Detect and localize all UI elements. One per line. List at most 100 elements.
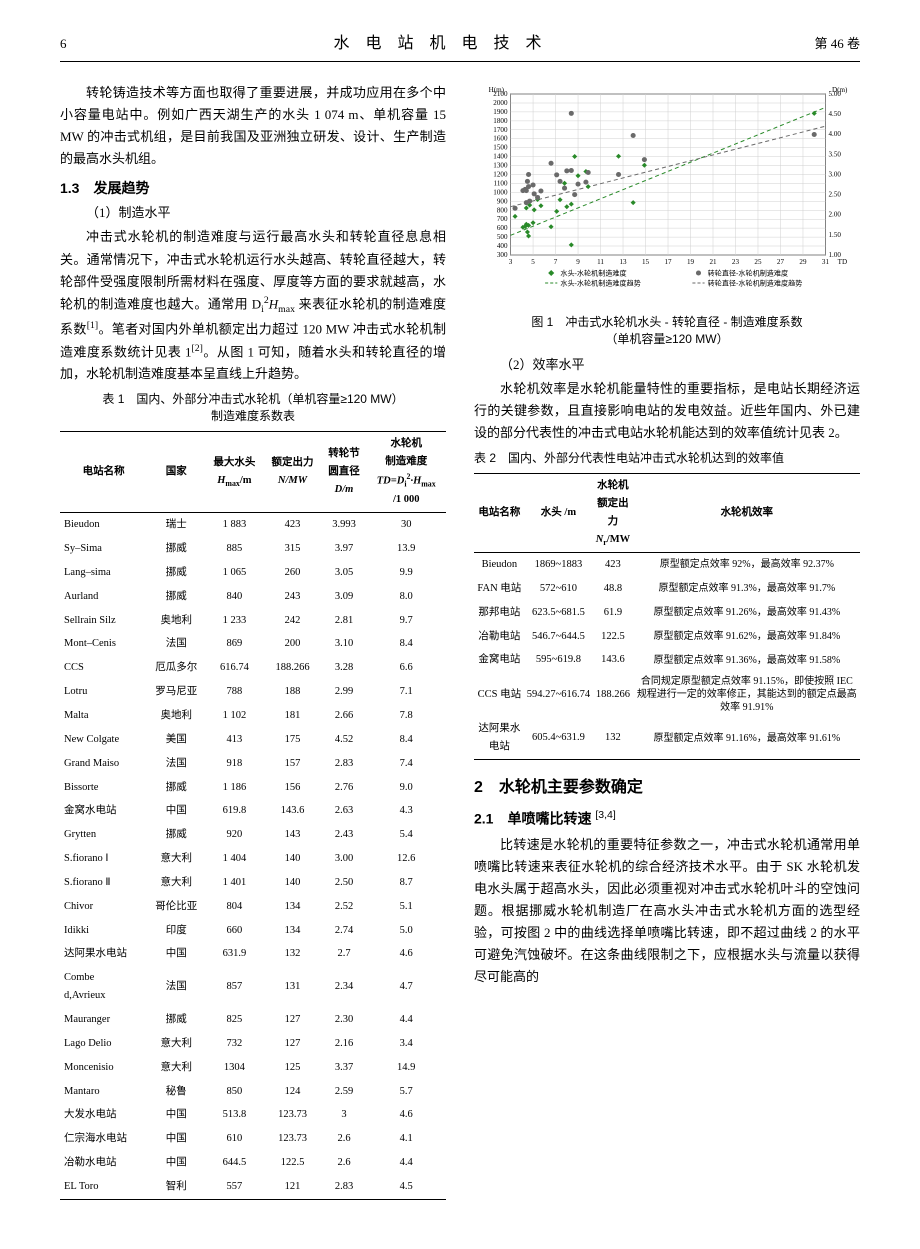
t1-h-dia: 转轮节圆直径D/m (322, 431, 367, 513)
table-row: 金窝水电站中国619.8143.62.634.3 (60, 799, 446, 823)
table-row: S.fiorano Ⅰ意大利1 4041403.0012.6 (60, 847, 446, 871)
svg-text:27: 27 (777, 258, 785, 266)
page-number: 6 (60, 33, 67, 55)
table-row: 金窝电站595~619.8143.6原型额定点效率 91.36%，最高效率 91… (474, 648, 860, 672)
svg-text:11: 11 (597, 258, 604, 266)
heading-2: 2 水轮机主要参数确定 (474, 774, 860, 801)
two-column-layout: 转轮铸造技术等方面也取得了重要进展，并成功应用在多个中小容量电站中。例如广西天湖… (60, 82, 860, 1206)
table-row: Bieudon1869~1883423原型额定点效率 92%，最高效率 92.3… (474, 553, 860, 577)
svg-text:500: 500 (497, 233, 508, 241)
left-column: 转轮铸造技术等方面也取得了重要进展，并成功应用在多个中小容量电站中。例如广西天湖… (60, 82, 446, 1206)
svg-text:4.50: 4.50 (829, 110, 842, 118)
svg-text:4.00: 4.00 (829, 130, 842, 138)
svg-text:1800: 1800 (493, 117, 508, 125)
svg-text:1600: 1600 (493, 135, 508, 143)
table-row: S.fiorano Ⅱ意大利1 4011402.508.7 (60, 871, 446, 895)
table-row: 大发水电站中国513.8123.7334.6 (60, 1103, 446, 1127)
table-row: Moncenisio意大利13041253.3714.9 (60, 1056, 446, 1080)
t1-h-country: 国家 (147, 431, 205, 513)
table-row: Combe d,Avrieux法国8571312.344.7 (60, 966, 446, 1008)
table-row: 那邦电站623.5~681.561.9原型额定点效率 91.26%，最高效率 9… (474, 601, 860, 625)
table-row: Idikki印度6601342.745.0 (60, 919, 446, 943)
t1-h-td: 水轮机制造难度TD=Di2·Hmax/1 000 (366, 431, 446, 513)
svg-text:23: 23 (732, 258, 740, 266)
para-intro: 转轮铸造技术等方面也取得了重要进展，并成功应用在多个中小容量电站中。例如广西天湖… (60, 82, 446, 170)
table-row: 仁宗海水电站中国610123.732.64.1 (60, 1127, 446, 1151)
table-row: 冶勒电站546.7~644.5122.5原型额定点效率 91.62%，最高效率 … (474, 625, 860, 649)
svg-text:1900: 1900 (493, 108, 508, 116)
svg-text:1200: 1200 (493, 171, 508, 179)
para-efficiency: 水轮机效率是水轮机能量特性的重要指标，是电站长期经济运行的关键参数，且直接影响电… (474, 378, 860, 444)
t2-h-head: 水头 /m (525, 474, 592, 553)
table-row: Sy–Sima挪威8853153.9713.9 (60, 537, 446, 561)
table-row: EL Toro智利5571212.834.5 (60, 1175, 446, 1199)
svg-text:29: 29 (799, 258, 807, 266)
table-row: FAN 电站572~61048.8原型额定点效率 91.3%，最高效率 91.7… (474, 577, 860, 601)
volume: 第 46 卷 (814, 33, 860, 55)
table-2: 电站名称 水头 /m 水轮机额定出力Nr/MW 水轮机效率 Bieudon186… (474, 473, 860, 760)
table-row: Lang–sima挪威1 0652603.059.9 (60, 561, 446, 585)
svg-text:转轮直径-水轮机制造难度趋势: 转轮直径-水轮机制造难度趋势 (708, 279, 803, 288)
table2-caption: 表 2 国内、外部分代表性电站冲击式水轮机达到的效率值 (474, 450, 860, 467)
t2-h-station: 电站名称 (474, 474, 525, 553)
table-row: Grytten挪威9201432.435.4 (60, 823, 446, 847)
svg-text:5: 5 (531, 258, 535, 266)
heading-1-3: 1.3 发展趋势 (60, 177, 446, 201)
svg-text:1.50: 1.50 (829, 231, 842, 239)
para-difficulty: 冲击式水轮机的制造难度与运行最高水头和转轮直径息息相关。通常情况下，冲击式水轮机… (60, 226, 446, 385)
svg-text:1700: 1700 (493, 126, 508, 134)
svg-text:17: 17 (664, 258, 672, 266)
svg-text:2000: 2000 (493, 99, 508, 107)
svg-text:300: 300 (497, 251, 508, 259)
figure-1-chart: 3579111315171921232527293130040050060070… (474, 82, 860, 297)
svg-text:转轮直径-水轮机制造难度: 转轮直径-水轮机制造难度 (708, 269, 788, 278)
svg-text:1100: 1100 (494, 180, 508, 188)
table-row: Mauranger挪威8251272.304.4 (60, 1008, 446, 1032)
t2-h-power: 水轮机额定出力Nr/MW (592, 474, 633, 553)
svg-text:21: 21 (709, 258, 717, 266)
figure-1-caption: 图 1 冲击式水轮机水头 - 转轮直径 - 制造难度系数（单机容量≥120 MW… (474, 314, 860, 348)
heading-2-1: 2.1 单喷嘴比转速 [3,4] (474, 807, 860, 831)
svg-text:1500: 1500 (493, 144, 508, 152)
table-row: Bieudon瑞士1 8834233.99330 (60, 513, 446, 537)
svg-text:1400: 1400 (493, 153, 508, 161)
svg-text:2.00: 2.00 (829, 211, 842, 219)
svg-text:9: 9 (576, 258, 580, 266)
table-row: Lago Delio意大利7321272.163.4 (60, 1032, 446, 1056)
table-row: 达阿果水电站605.4~631.9132原型额定点效率 91.16%，最高效率 … (474, 717, 860, 759)
svg-text:D(m): D(m) (832, 86, 848, 94)
table1-caption: 表 1 国内、外部分冲击式水轮机（单机容量≥120 MW） 制造难度系数表 (60, 391, 446, 425)
page-header: 6 水 电 站 机 电 技 术 第 46 卷 (60, 30, 860, 62)
t1-h-head: 最大水头Hmax/m (205, 431, 263, 513)
svg-text:3: 3 (509, 258, 513, 266)
table-row: New Colgate美国4131754.528.4 (60, 728, 446, 752)
para-ns: 比转速是水轮机的重要特征参数之一，冲击式水轮机通常用单喷嘴比转速来表征水轮机的综… (474, 834, 860, 989)
svg-text:900: 900 (497, 198, 508, 206)
svg-text:水头-水轮机制造难度趋势: 水头-水轮机制造难度趋势 (560, 279, 640, 288)
svg-text:600: 600 (497, 224, 508, 232)
svg-text:800: 800 (497, 207, 508, 215)
svg-text:15: 15 (642, 258, 650, 266)
svg-text:25: 25 (754, 258, 762, 266)
table-row: CCS 电站594.27~616.74188.266合同规定原型额定点效率 91… (474, 672, 860, 717)
table-row: Grand Maiso法国9181572.837.4 (60, 752, 446, 776)
table-row: Lotru罗马尼亚7881882.997.1 (60, 680, 446, 704)
table-row: Mantaro秘鲁8501242.595.7 (60, 1080, 446, 1104)
table-row: 达阿果水电站中国631.91322.74.6 (60, 942, 446, 966)
table-row: Chivor哥伦比亚8041342.525.1 (60, 895, 446, 919)
svg-text:7: 7 (554, 258, 558, 266)
svg-text:2.50: 2.50 (829, 191, 842, 199)
table-row: 冶勒水电站中国644.5122.52.64.4 (60, 1151, 446, 1175)
svg-text:13: 13 (619, 258, 627, 266)
svg-text:1000: 1000 (493, 189, 508, 197)
t2-h-eff: 水轮机效率 (634, 474, 860, 553)
svg-text:19: 19 (687, 258, 695, 266)
table-row: CCS厄瓜多尔616.74188.2663.286.6 (60, 656, 446, 680)
item-2: （2）效率水平 (474, 354, 860, 376)
svg-text:1300: 1300 (493, 162, 508, 170)
t1-h-power: 额定出力N/MW (263, 431, 321, 513)
svg-text:400: 400 (497, 242, 508, 250)
table-row: Mont–Cenis法国8692003.108.4 (60, 632, 446, 656)
svg-text:水头-水轮机制造难度: 水头-水轮机制造难度 (560, 269, 626, 278)
svg-text:3.00: 3.00 (829, 171, 842, 179)
